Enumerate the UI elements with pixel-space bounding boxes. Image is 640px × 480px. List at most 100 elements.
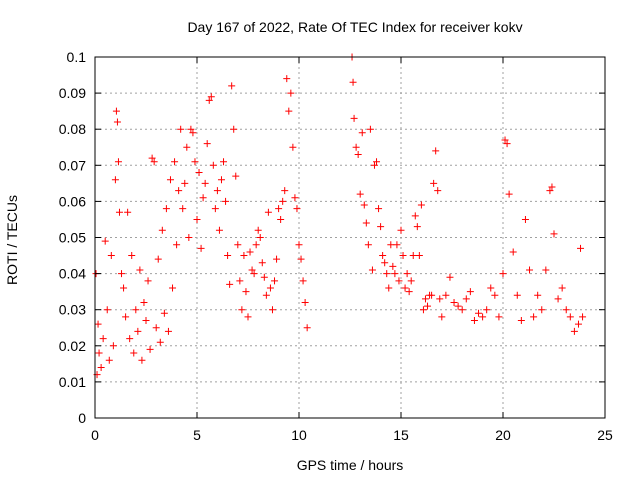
chart-title: Day 167 of 2022, Rate Of TEC Index for r… (187, 19, 523, 35)
y-tick-label: 0.06 (59, 193, 86, 209)
x-tick-label: 20 (495, 427, 511, 443)
data-point (381, 259, 389, 267)
data-point (140, 298, 148, 306)
data-point (152, 324, 160, 332)
data-point (99, 335, 107, 343)
data-point (499, 270, 507, 278)
data-point (285, 107, 293, 115)
data-point (105, 356, 113, 364)
y-tick-label: 0.08 (59, 121, 86, 137)
data-point (421, 295, 429, 303)
data-point (273, 255, 281, 263)
data-point (487, 284, 495, 292)
data-point (115, 208, 123, 216)
data-point (246, 248, 254, 256)
data-point (503, 140, 511, 148)
data-point (475, 309, 483, 317)
data-point (501, 136, 509, 144)
data-point (217, 176, 225, 184)
data-point (183, 143, 191, 151)
data-point (248, 266, 256, 274)
data-point (356, 190, 364, 198)
data-point (238, 306, 246, 314)
y-tick-label: 0.02 (59, 338, 86, 354)
data-point (577, 244, 585, 252)
data-point (142, 317, 150, 325)
data-point (432, 147, 440, 155)
data-point (215, 226, 223, 234)
data-point (407, 277, 415, 285)
y-tick-label: 0.1 (67, 49, 87, 65)
data-point (224, 252, 232, 260)
data-point (236, 277, 244, 285)
data-point (226, 280, 234, 288)
data-point (111, 176, 119, 184)
data-point (112, 107, 120, 115)
data-point (293, 205, 301, 213)
data-point (411, 212, 419, 220)
data-point (220, 158, 228, 166)
data-point (415, 252, 423, 260)
data-point (403, 270, 411, 278)
data-point (260, 273, 268, 281)
data-point (368, 266, 376, 274)
data-point (397, 226, 405, 234)
x-tick-label: 0 (91, 427, 99, 443)
data-point (373, 158, 381, 166)
data-point (495, 313, 503, 321)
data-point (393, 241, 401, 249)
data-point (413, 223, 421, 231)
data-point (579, 313, 587, 321)
x-axis-label: GPS time / hours (296, 457, 404, 473)
data-point (526, 266, 534, 274)
data-point (491, 291, 499, 299)
data-point (360, 201, 368, 209)
data-point (291, 194, 299, 202)
data-point (454, 302, 462, 310)
data-point (303, 324, 311, 332)
data-point (213, 187, 221, 195)
data-point (354, 150, 362, 158)
data-point (173, 241, 181, 249)
data-point (266, 284, 274, 292)
data-point (417, 201, 425, 209)
y-tick-label: 0 (78, 410, 86, 426)
data-point (436, 295, 444, 303)
y-tick-label: 0.05 (59, 230, 86, 246)
data-point (517, 317, 525, 325)
data-point (538, 306, 546, 314)
data-point (362, 219, 370, 227)
data-point (483, 306, 491, 314)
data-point (258, 259, 266, 267)
data-point (558, 284, 566, 292)
data-point (442, 291, 450, 299)
data-point (521, 215, 529, 223)
data-point (352, 143, 360, 151)
data-point (201, 179, 209, 187)
data-point (230, 125, 238, 133)
data-point (181, 179, 189, 187)
data-point (175, 187, 183, 195)
data-point (158, 226, 166, 234)
data-point (385, 284, 393, 292)
data-point (222, 197, 230, 205)
data-point (297, 255, 305, 263)
data-point (94, 320, 102, 328)
data-point (150, 158, 158, 166)
data-point (144, 277, 152, 285)
data-point (358, 129, 366, 137)
data-point (244, 313, 252, 321)
data-point (207, 93, 215, 101)
data-point (262, 291, 270, 299)
data-point (548, 183, 556, 191)
axis-ticks: 0 0.01 0.02 0.03 0.04 0.05 0.06 0.07 0.08 0.09 0.1… (59, 49, 613, 443)
data-point (275, 205, 283, 213)
data-point (295, 241, 303, 249)
data-point (446, 273, 454, 281)
data-point (379, 252, 387, 260)
data-point (399, 252, 407, 260)
data-point (232, 172, 240, 180)
data-point (109, 342, 117, 350)
data-point (391, 270, 399, 278)
data-point (458, 306, 466, 314)
